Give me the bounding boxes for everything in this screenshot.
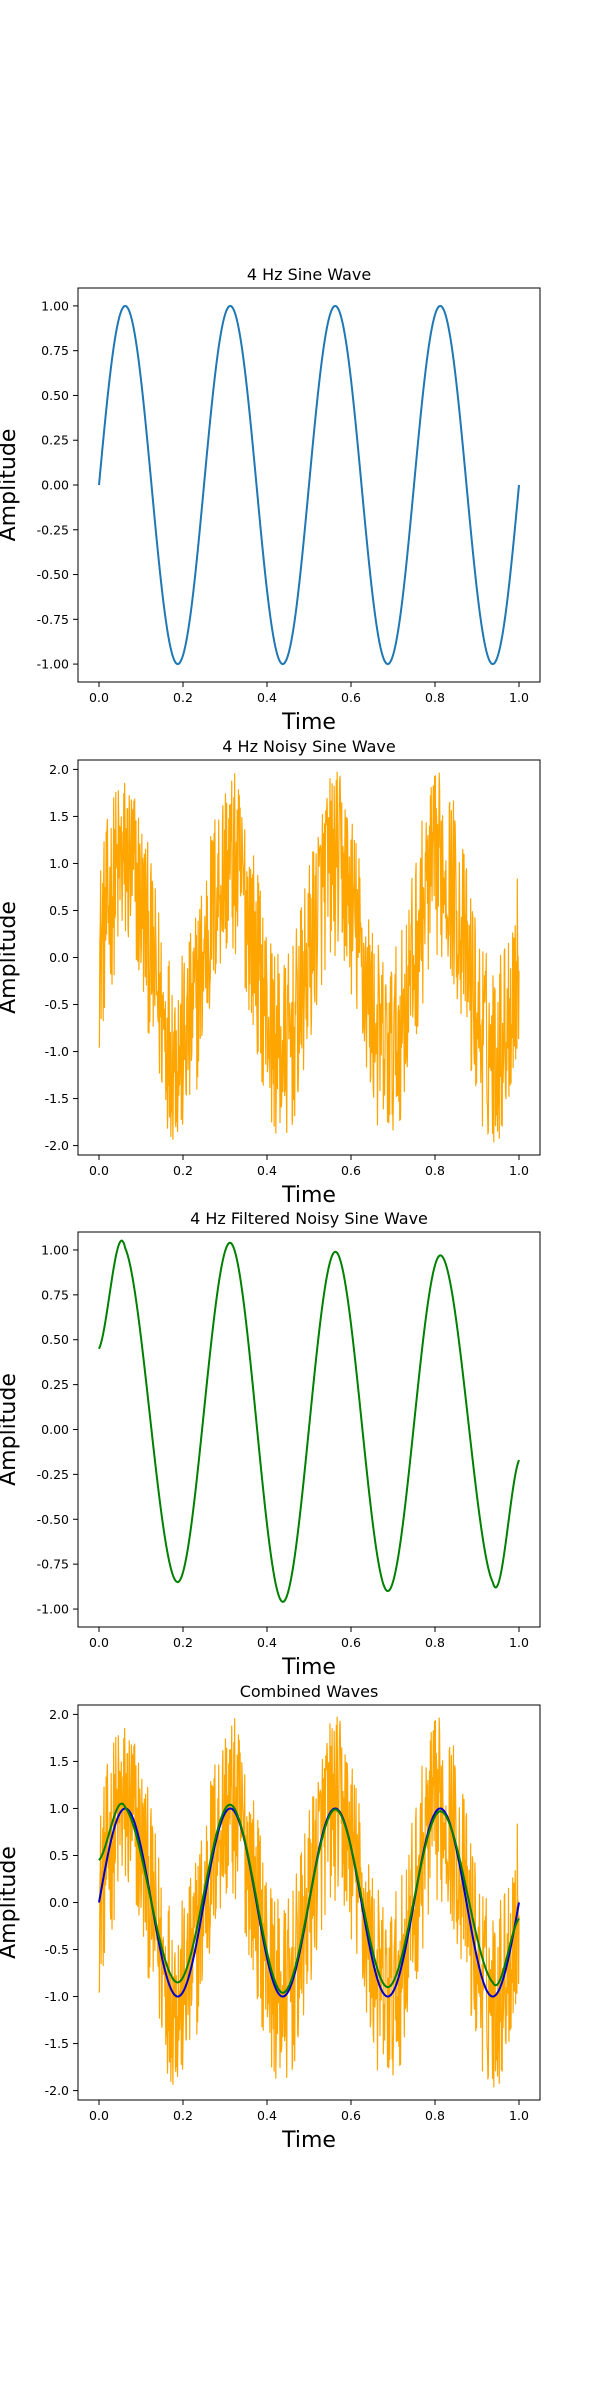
x-tick-label: 0.2 (173, 1163, 193, 1178)
y-tick-label: 1.00 (41, 298, 69, 313)
y-tick-label: -0.75 (37, 1557, 69, 1572)
x-tick-label: 0.0 (89, 1635, 109, 1650)
y-tick-label: 0.00 (41, 1422, 69, 1437)
y-tick-label: 0.75 (41, 343, 69, 358)
y-axis-label: Amplitude (0, 1373, 21, 1486)
y-tick-label: -0.75 (37, 612, 69, 627)
y-axis-label: Amplitude (0, 1846, 21, 1959)
y-tick-label: -0.5 (45, 997, 69, 1012)
y-tick-label: 0.0 (49, 1895, 69, 1910)
chart-panel-2: 0.0 0.2 0.4 0.6 0.8 1.0 -2.0 -1.5 -1.0 -0.5 0.0 0.5… (0, 737, 541, 1208)
x-tick-label: 0.8 (425, 2108, 445, 2123)
y-tick-label: -1.00 (37, 1602, 69, 1617)
y-tick-label: 2.0 (49, 1707, 69, 1722)
y-tick-label: -2.0 (45, 1138, 69, 1153)
x-tick-label: 0.2 (173, 2108, 193, 2123)
y-tick-label: 1.00 (41, 1242, 69, 1257)
y-tick-label: 1.0 (49, 1801, 69, 1816)
x-tick-label: 1.0 (509, 1163, 529, 1178)
y-tick-label: -0.50 (37, 1512, 69, 1527)
y-tick-label: 0.50 (41, 388, 69, 403)
y-tick-label: 0.5 (49, 903, 69, 918)
x-tick-label: 0.2 (173, 1635, 193, 1650)
chart-title: 4 Hz Sine Wave (247, 265, 371, 284)
x-tick-label: 0.6 (341, 1163, 361, 1178)
chart-title: 4 Hz Filtered Noisy Sine Wave (190, 1209, 428, 1228)
y-tick-label: -0.50 (37, 567, 69, 582)
series-line-1 (98, 304, 520, 666)
x-axis-label: Time (281, 1183, 336, 1208)
x-tick-label: 0.8 (425, 690, 445, 705)
x-tick-label: 1.0 (509, 2108, 529, 2123)
x-tick-label: 1.0 (509, 690, 529, 705)
x-tick-label: 0.0 (89, 1163, 109, 1178)
x-tick-label: 0.4 (257, 1163, 277, 1178)
x-axis-label: Time (281, 710, 336, 735)
chart-panel-3: 0.0 0.2 0.4 0.6 0.8 1.0 -1.00 -0.75 -0.50 -0.25 0.… (0, 1209, 541, 1680)
x-tick-label: 1.0 (509, 1635, 529, 1650)
y-tick-label: 0.25 (41, 1377, 69, 1392)
y-tick-label: 2.0 (49, 762, 69, 777)
y-tick-label: 0.00 (41, 478, 69, 493)
y-tick-label: 1.5 (49, 1754, 69, 1769)
x-tick-label: 0.6 (341, 1635, 361, 1650)
x-axis-label: Time (281, 1655, 336, 1680)
y-tick-label: 0.50 (41, 1332, 69, 1347)
y-tick-label: 0.75 (41, 1287, 69, 1302)
x-tick-label: 0.0 (89, 690, 109, 705)
y-tick-label: -0.25 (37, 1467, 69, 1482)
y-axis-label: Amplitude (0, 429, 21, 542)
series-line-1 (98, 1239, 520, 1603)
chart-panel-1: 0.0 0.2 0.4 0.6 0.8 1.0 -1.00 -0.75 -0.50 -0.25 0.… (0, 265, 541, 735)
x-tick-label: 0.2 (173, 690, 193, 705)
y-tick-label: 0.0 (49, 950, 69, 965)
chart-panel-4: 0.0 0.2 0.4 0.6 0.8 1.0 -2.0 -1.5 -1.0 -0.5 0.0 0.5… (0, 1682, 541, 2153)
x-tick-label: 0.6 (341, 690, 361, 705)
x-tick-label: 0.4 (257, 1635, 277, 1650)
y-tick-label: 1.0 (49, 856, 69, 871)
y-tick-label: 1.5 (49, 809, 69, 824)
x-tick-label: 0.8 (425, 1635, 445, 1650)
x-tick-label: 0.8 (425, 1163, 445, 1178)
y-axis-label: Amplitude (0, 901, 21, 1014)
y-tick-label: -1.0 (45, 1044, 69, 1059)
y-tick-label: -0.5 (45, 1942, 69, 1957)
y-tick-label: -1.5 (45, 1091, 69, 1106)
y-tick-label: -1.0 (45, 1989, 69, 2004)
x-tick-label: 0.4 (257, 2108, 277, 2123)
x-tick-label: 0.4 (257, 690, 277, 705)
y-tick-label: -1.5 (45, 2036, 69, 2051)
series-line-1 (98, 771, 520, 1143)
series-line-1 (98, 1716, 520, 2088)
y-tick-label: 0.5 (49, 1848, 69, 1863)
series-line-3 (98, 1802, 520, 1994)
y-tick-label: -2.0 (45, 2083, 69, 2098)
x-tick-label: 0.0 (89, 2108, 109, 2123)
y-tick-label: -1.00 (37, 657, 69, 672)
y-tick-label: -0.25 (37, 522, 69, 537)
chart-title: 4 Hz Noisy Sine Wave (222, 737, 395, 756)
x-axis-label: Time (281, 2128, 336, 2153)
x-tick-label: 0.6 (341, 2108, 361, 2123)
chart-title: Combined Waves (240, 1682, 379, 1701)
y-tick-label: 0.25 (41, 433, 69, 448)
